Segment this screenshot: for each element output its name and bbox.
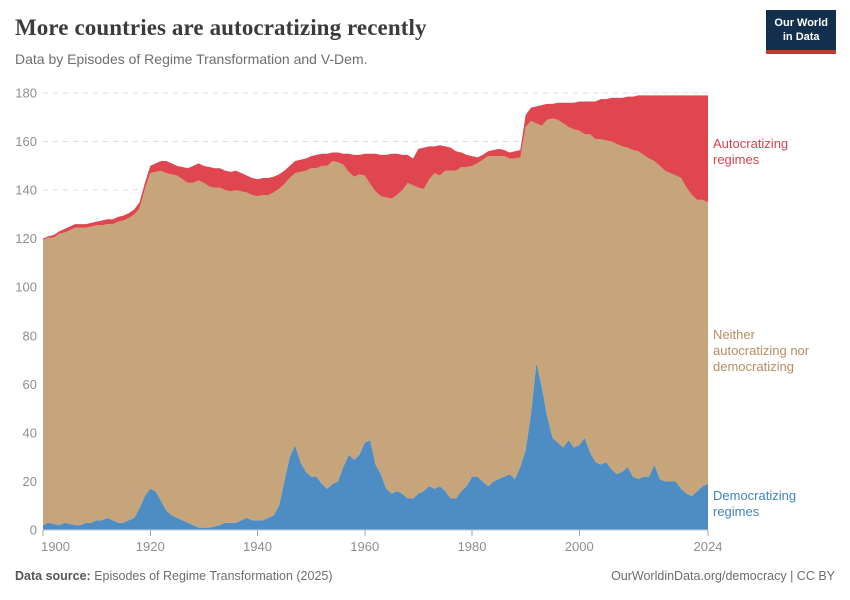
area-neither[interactable] (43, 118, 708, 528)
area-autocratizing[interactable] (43, 95, 708, 240)
owid-logo-line1: Our World (774, 17, 828, 29)
data-source-label: Data source: (15, 569, 91, 583)
y-tick-label-120: 120 (15, 231, 37, 246)
chart-subtitle: Data by Episodes of Regime Transformatio… (15, 51, 368, 67)
y-tick-label-140: 140 (15, 183, 37, 198)
page-title: More countries are autocratizing recentl… (15, 15, 427, 40)
y-tick-label-100: 100 (15, 280, 37, 295)
attribution-link[interactable]: OurWorldinData.org/democracy | CC BY (611, 569, 835, 583)
data-source-value: Episodes of Regime Transformation (2025) (90, 569, 333, 583)
data-source-note: Data source: Episodes of Regime Transfor… (15, 569, 333, 583)
x-tick-label-2000: 2000 (565, 539, 594, 554)
x-tick-label-1900: 1900 (41, 539, 70, 554)
x-tick-label-1960: 1960 (350, 539, 379, 554)
x-tick-label-1920: 1920 (136, 539, 165, 554)
y-tick-label-0: 0 (30, 523, 37, 538)
owid-logo-line2: in Data (782, 31, 820, 44)
y-tick-label-60: 60 (23, 377, 37, 392)
y-tick-label-180: 180 (15, 86, 37, 101)
y-tick-label-40: 40 (23, 425, 37, 440)
x-tick-label-2024: 2024 (694, 539, 723, 554)
y-tick-label-20: 20 (23, 474, 37, 489)
y-tick-label-80: 80 (23, 328, 37, 343)
owid-logo[interactable]: Our World in Data (766, 10, 836, 54)
x-tick-label-1980: 1980 (458, 539, 487, 554)
y-tick-label-160: 160 (15, 134, 37, 149)
series-label-autocratizing: Autocratizing regimes (713, 136, 789, 167)
x-tick-label-1940: 1940 (243, 539, 272, 554)
series-label-neither: Neither autocratizing nor democratizing (713, 327, 810, 374)
series-label-democratizing: Democratizing regimes (713, 488, 797, 519)
area-democratizing[interactable] (43, 362, 708, 530)
